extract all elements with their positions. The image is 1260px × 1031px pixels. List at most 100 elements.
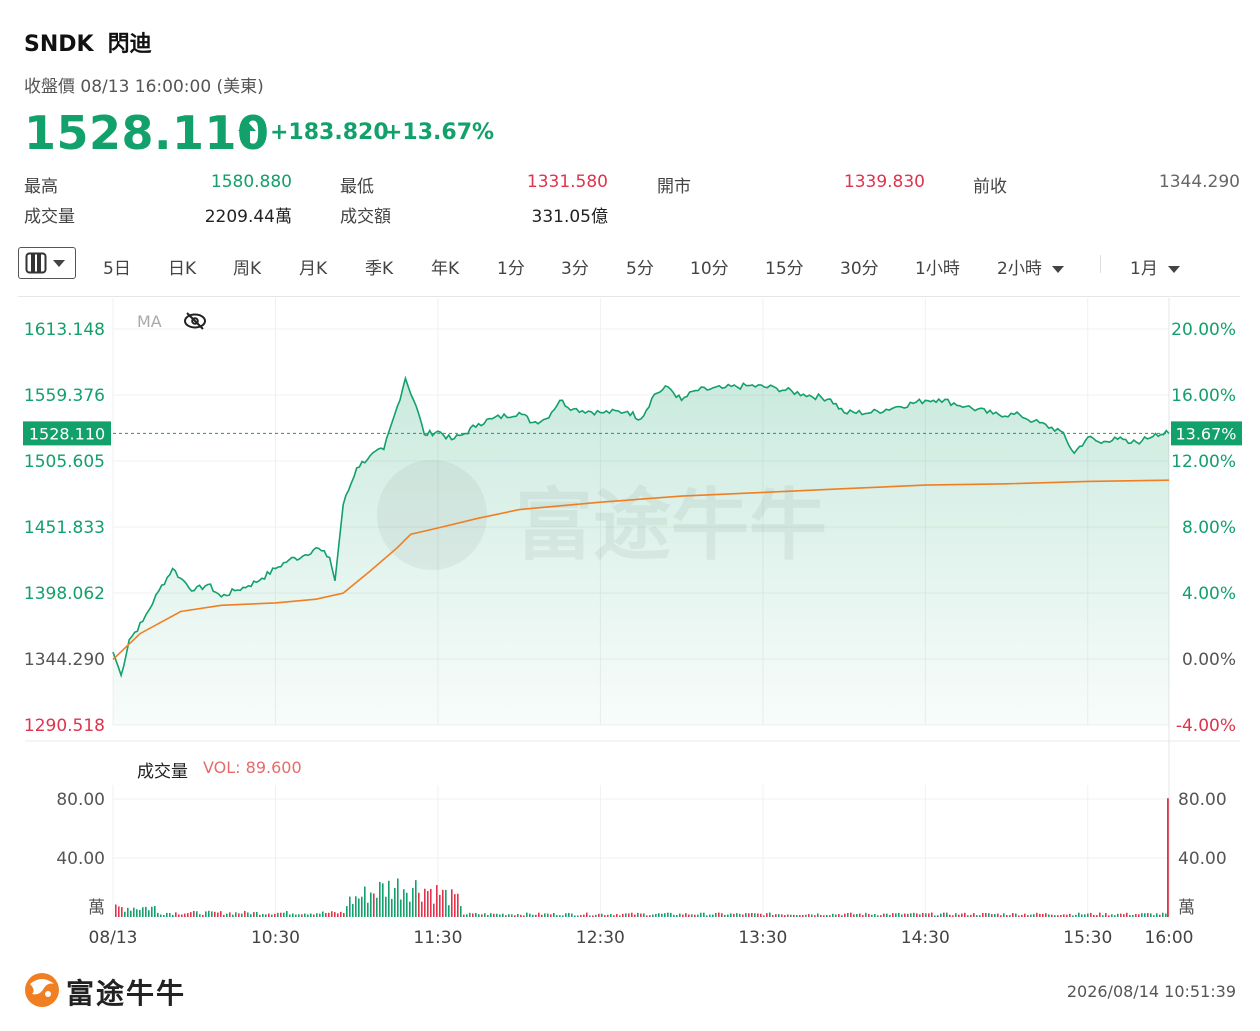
tab-5min[interactable]: 5分 — [626, 259, 654, 279]
volume-bar — [382, 883, 384, 917]
volume-bar — [1069, 913, 1071, 917]
volume-bar — [874, 914, 876, 917]
volume-bar — [331, 911, 333, 917]
snapshot-timestamp: 2026/08/14 10:51:39 — [1066, 982, 1236, 1001]
volume-bar — [1135, 914, 1137, 917]
tab-1min[interactable]: 1分 — [497, 259, 525, 279]
volume-bar — [547, 913, 549, 917]
volume-bar — [826, 915, 828, 917]
tab-1month[interactable]: 1月 — [1130, 254, 1180, 279]
volume-bar — [214, 911, 216, 917]
volume-bar — [550, 914, 552, 917]
volume-bar — [148, 910, 150, 917]
volume-bar — [433, 903, 435, 917]
stat-high-label: 最高 — [24, 177, 58, 197]
volume-bar — [268, 913, 270, 917]
volume-bar — [733, 913, 735, 917]
volume-bar — [928, 913, 930, 917]
volume-bar — [493, 913, 495, 917]
volume-bar — [472, 913, 474, 917]
volume-bar — [196, 911, 198, 917]
tab-yearly[interactable]: 年K — [431, 259, 460, 279]
volume-bar — [889, 914, 891, 917]
volume-bar — [265, 914, 267, 917]
tab-monthly[interactable]: 月K — [299, 259, 328, 279]
tab-30min[interactable]: 30分 — [840, 259, 879, 279]
volume-bar — [163, 914, 165, 917]
tab-5d[interactable]: 5日 — [103, 259, 131, 279]
time-tick-label: 12:30 — [576, 928, 625, 948]
volume-bar — [640, 913, 642, 917]
tab-2hour[interactable]: 2小時 — [997, 254, 1064, 279]
volume-bar — [418, 892, 420, 917]
volume-bar — [601, 913, 603, 917]
volume-bar — [649, 915, 651, 917]
volume-bar — [304, 913, 306, 917]
volume-bar — [985, 913, 987, 917]
tab-daily[interactable]: 日K — [168, 259, 197, 279]
tab-1hour[interactable]: 1小時 — [915, 259, 960, 279]
ma-label[interactable]: MA — [137, 312, 162, 331]
volume-bar — [856, 914, 858, 917]
volume-bar — [235, 912, 237, 917]
volume-bar — [1012, 913, 1014, 917]
volume-bar — [397, 878, 399, 917]
volume-bar — [622, 913, 624, 917]
volume-bar — [556, 915, 558, 917]
tab-15min[interactable]: 15分 — [765, 259, 804, 279]
tab-quarterly[interactable]: 季K — [365, 259, 394, 279]
volume-bar — [421, 901, 423, 917]
volume-bar — [316, 913, 318, 917]
volume-bar — [1162, 912, 1164, 917]
volume-bar — [961, 913, 963, 917]
toolbar-divider-line — [18, 296, 1240, 297]
volume-bar — [544, 913, 546, 917]
volume-bar — [859, 913, 861, 917]
volume-bar — [1006, 915, 1008, 917]
volume-bar — [511, 914, 513, 917]
volume-bar — [484, 913, 486, 917]
volume-bar — [1075, 914, 1077, 917]
volume-bar — [688, 914, 690, 917]
volume-bar — [154, 905, 156, 917]
volume-bar — [994, 913, 996, 917]
volume-bar — [430, 888, 432, 917]
volume-bar — [778, 914, 780, 917]
volume-bar — [619, 915, 621, 917]
volume-bar — [502, 913, 504, 917]
stat-volume-label: 成交量 — [24, 207, 75, 227]
tab-weekly[interactable]: 周K — [233, 259, 262, 279]
volume-bar — [193, 910, 195, 917]
volume-bar — [277, 912, 279, 917]
volume-bar — [715, 913, 717, 917]
volume-bar — [718, 912, 720, 917]
volume-bar — [364, 886, 366, 917]
volume-bar — [1063, 914, 1065, 917]
volume-bar — [1051, 914, 1053, 917]
volume-bar — [409, 901, 411, 917]
volume-bar — [589, 915, 591, 917]
volume-bar — [802, 915, 804, 917]
pct-tick-label: 8.00% — [1182, 518, 1236, 538]
volume-bar — [1027, 915, 1029, 917]
volume-bar — [691, 914, 693, 917]
tab-3min[interactable]: 3分 — [561, 259, 589, 279]
tab-10min[interactable]: 10分 — [690, 259, 729, 279]
volume-bar — [172, 914, 174, 917]
eye-hidden-icon[interactable] — [182, 310, 208, 332]
volume-bar — [895, 913, 897, 917]
volume-bar — [949, 914, 951, 917]
volume-bar — [580, 914, 582, 917]
volume-bar — [445, 889, 447, 917]
time-tick-label: 08/13 — [89, 928, 138, 948]
volume-bar — [931, 912, 933, 917]
volume-bar — [781, 914, 783, 917]
volume-bar — [610, 914, 612, 917]
volume-bar — [271, 914, 273, 917]
volume-bar — [910, 913, 912, 917]
volume-bar — [166, 912, 168, 917]
volume-bar — [211, 911, 213, 917]
chart-style-toggle[interactable] — [18, 247, 76, 279]
volume-bar — [526, 912, 528, 917]
